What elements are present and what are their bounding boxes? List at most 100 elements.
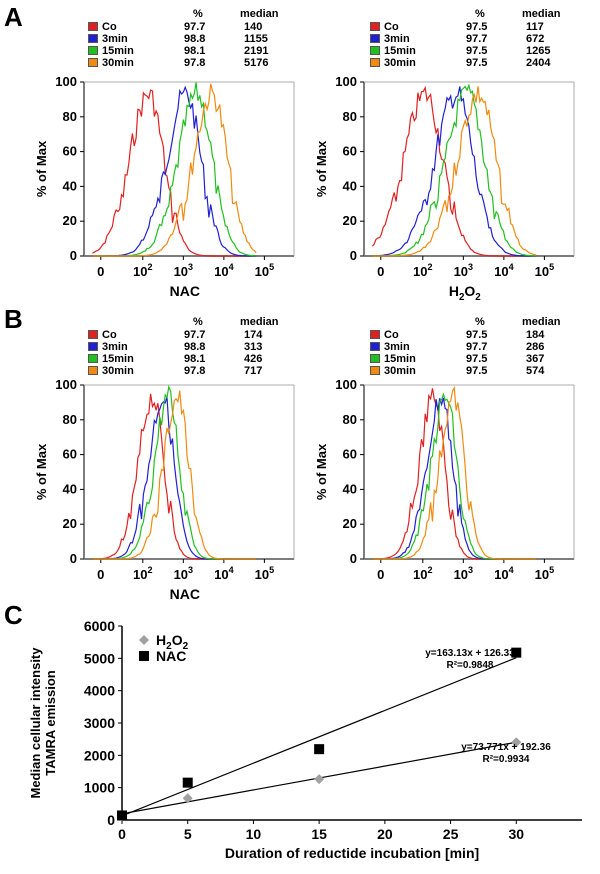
legend-swatch xyxy=(370,34,380,43)
y-tick-label: 60 xyxy=(63,144,77,159)
histogram-curve-30min xyxy=(92,83,257,257)
legend-series-name: Co xyxy=(384,21,399,33)
legend-pct-value: 97.7 xyxy=(184,329,206,341)
legend-pct-value: 97.7 xyxy=(184,21,206,33)
x-tick-label: 0 xyxy=(97,264,104,279)
panel-label-b: B xyxy=(4,304,23,334)
legend-series-name: 3min xyxy=(384,341,410,353)
legend-row: Co 97.5 184 xyxy=(370,329,570,341)
y-tick-label: 100 xyxy=(335,377,357,392)
x-tick-label: 104 xyxy=(214,565,233,582)
y-tick-label: 0 xyxy=(70,248,77,263)
histogram-curve-30min xyxy=(372,86,537,257)
legend-pct-value: 97.5 xyxy=(466,365,488,377)
fit-line-nac xyxy=(121,657,517,817)
legend-series-name: Co xyxy=(384,329,399,341)
data-point-h2o2 xyxy=(314,774,325,785)
legend-pct-value: 97.7 xyxy=(466,341,488,353)
y-tick-label: 3000 xyxy=(84,715,115,731)
y-tick-label: 40 xyxy=(343,178,357,193)
histogram-curve-30min xyxy=(372,385,537,560)
legend-median-value: 184 xyxy=(526,329,545,341)
legend-pct-value: 97.8 xyxy=(184,365,206,377)
data-point-h2o2 xyxy=(182,793,193,804)
legend-pct-value: 97.5 xyxy=(466,353,488,365)
x-tick-label: 103 xyxy=(174,262,193,279)
legend-marker-nac xyxy=(139,651,149,661)
legend-swatch xyxy=(88,330,98,339)
data-point-nac xyxy=(314,744,325,755)
legend-row: 30min 97.5 574 xyxy=(370,365,570,377)
x-tick-label: 102 xyxy=(413,565,432,582)
fit-r2-nac: R²=0.9848 xyxy=(447,660,494,671)
legend-label-nac: NAC xyxy=(156,648,186,664)
scatter-panel-c: 0 1000 2000 3000 4000 5000 6000 0 5 10 15 20 25 30 Med… xyxy=(28,618,582,861)
x-axis-label: NAC xyxy=(170,586,200,602)
y-axis-label: % of Max xyxy=(34,443,49,500)
x-tick-label: 102 xyxy=(413,262,432,279)
y-tick-label: 80 xyxy=(63,412,77,427)
x-tick-label: 5 xyxy=(184,826,192,842)
legend-row: 30min 97.8 5176 xyxy=(88,57,288,69)
legend-pct-value: 98.8 xyxy=(184,33,206,45)
legend-swatch xyxy=(88,342,98,351)
x-tick-label: 20 xyxy=(377,826,393,842)
y-tick-label: 4000 xyxy=(84,683,115,699)
legend-swatch xyxy=(370,22,380,31)
y-tick-label: 60 xyxy=(343,447,357,462)
legend-series-name: 3min xyxy=(102,341,128,353)
legend-swatch xyxy=(370,46,380,55)
y-tick-label: 0 xyxy=(350,551,357,566)
legend-median-value: 672 xyxy=(526,33,545,45)
legend-series-name: 3min xyxy=(102,33,128,45)
histogram-curve-co xyxy=(372,388,537,560)
histogram-a-h2o2: 0 20 40 60 80 100 % of Max xyxy=(314,74,575,263)
histogram-curve-3min xyxy=(372,86,537,257)
legend-swatch xyxy=(370,354,380,363)
legend-median-value: 367 xyxy=(526,353,545,365)
legend-swatch xyxy=(88,366,98,375)
y-tick-label: 5000 xyxy=(84,650,115,666)
legend-series-name: 15min xyxy=(102,353,134,365)
legend-median-value: 117 xyxy=(526,21,544,33)
y-tick-label: 80 xyxy=(343,109,357,124)
x-tick-label: 0 xyxy=(377,567,384,582)
legend-swatch xyxy=(370,58,380,67)
x-tick-label: 105 xyxy=(255,565,274,582)
legend-row: 30min 97.5 2404 xyxy=(370,57,570,69)
x-tick-label: 25 xyxy=(443,826,459,842)
x-tick-label: 104 xyxy=(214,262,233,279)
legend-swatch xyxy=(88,354,98,363)
y-tick-label: 40 xyxy=(63,481,77,496)
y-tick-label: 6000 xyxy=(84,618,115,634)
y-tick-label: 1000 xyxy=(84,780,115,796)
legend-median-value: 1155 xyxy=(244,33,268,45)
y-tick-label: 60 xyxy=(63,447,77,462)
y-tick-label: 40 xyxy=(63,178,77,193)
legend-swatch xyxy=(88,22,98,31)
plot-frame xyxy=(363,384,575,560)
panel-label-a: A xyxy=(4,2,23,32)
x-tick-label: 103 xyxy=(174,565,193,582)
histogram-curve-30min xyxy=(92,390,257,560)
legend-median-value: 174 xyxy=(244,329,263,341)
data-point-h2o2 xyxy=(511,737,522,748)
legend-pct-value: 97.7 xyxy=(466,33,488,45)
plot-frame xyxy=(363,81,575,257)
fit-equation-nac: y=163.13x + 126.33 xyxy=(425,648,515,659)
legend-pct-value: 97.5 xyxy=(466,45,488,57)
legend-pct-value: 97.8 xyxy=(184,57,206,69)
x-axis-label: Duration of reductide incubation [min] xyxy=(225,845,479,861)
panel-label-c: C xyxy=(4,600,23,630)
legend-median-value: 717 xyxy=(244,365,263,377)
histogram-a-nac: 0 20 40 60 80 100 % of Max xyxy=(34,74,295,263)
legend-pct-value: 97.5 xyxy=(466,329,488,341)
legend-swatch xyxy=(370,366,380,375)
data-point-nac xyxy=(117,810,127,821)
legend-row: Co 97.7 140 xyxy=(88,21,288,33)
legend-marker-h2o2 xyxy=(139,635,149,645)
y-tick-label: 100 xyxy=(335,74,357,89)
legend-median-value: 5176 xyxy=(244,57,269,69)
y-tick-label: 0 xyxy=(107,812,115,828)
